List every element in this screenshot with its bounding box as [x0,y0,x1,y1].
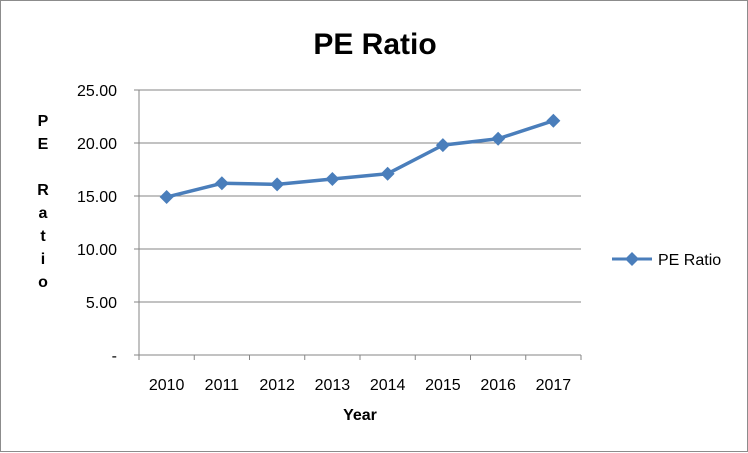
y-axis-label-char: R [37,182,49,199]
data-point [270,177,285,192]
data-point [325,172,340,187]
x-axis-label: Year [343,407,377,424]
y-axis-ticks: - 5.00 10.00 15.00 20.00 25.00 [77,83,139,365]
y-tick-label: - [112,348,117,365]
data-point [159,190,174,205]
legend-marker [625,252,639,266]
y-tick-label: 20.00 [77,136,117,153]
data-point [546,113,561,128]
series-pe-ratio [159,113,561,205]
x-tick-label: 2012 [259,377,295,394]
y-axis-label-char: a [39,205,48,222]
series-line [166,119,554,199]
y-axis-label-char: i [41,251,45,268]
data-point [380,166,395,181]
data-point [214,176,229,191]
x-tick-label: 2013 [315,377,351,394]
y-tick-label: 10.00 [77,242,117,259]
data-point [435,138,450,153]
x-axis-ticks: 2010 2011 2012 2013 2014 2015 2016 2017 [138,355,582,394]
legend: PE Ratio [612,252,721,269]
data-point [491,131,506,146]
chart-title: PE Ratio [313,28,436,61]
gridlines [139,89,581,303]
axes [138,90,581,356]
y-tick-label: 25.00 [77,83,117,100]
x-tick-label: 2017 [536,377,572,394]
x-tick-label: 2015 [425,377,461,394]
y-tick-label: 5.00 [86,295,117,312]
y-axis-label-char: t [40,228,46,245]
y-axis-label-char: P [38,113,49,130]
x-tick-label: 2014 [370,377,406,394]
y-axis-label: PE Ratio [37,113,49,291]
y-axis-label-char: E [38,136,49,153]
y-axis-label-char: o [38,274,48,291]
y-tick-label: 15.00 [77,189,117,206]
legend-entry: PE Ratio [658,252,721,269]
x-tick-label: 2011 [205,377,240,394]
x-tick-label: 2016 [480,377,516,394]
x-tick-label: 2010 [149,377,185,394]
